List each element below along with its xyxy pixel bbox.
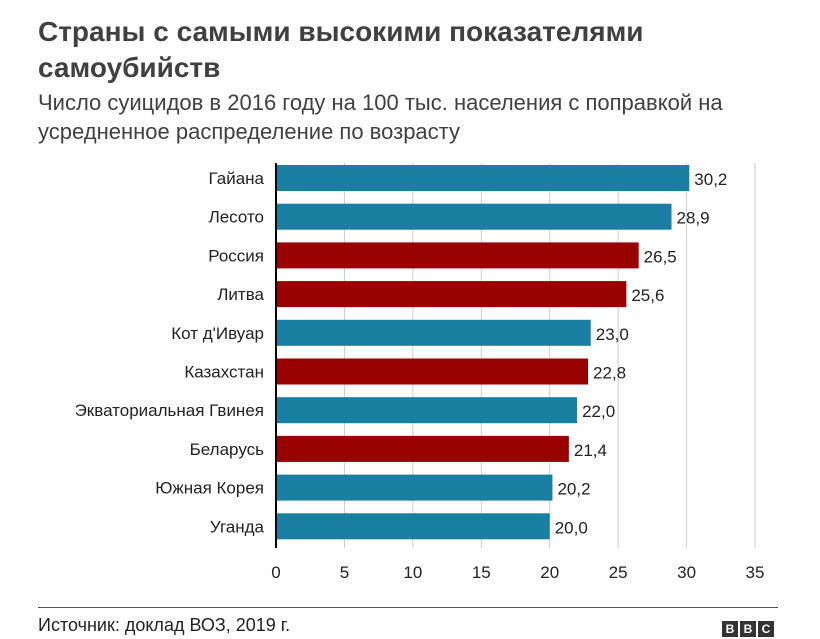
bar xyxy=(276,203,672,230)
x-tick-label: 20 xyxy=(540,563,559,582)
chart-title: Страны с самыми высокими показателями са… xyxy=(38,16,644,83)
category-label: Беларусь xyxy=(190,440,264,459)
category-label: Россия xyxy=(208,246,264,265)
footer-divider xyxy=(38,607,778,608)
bar xyxy=(276,435,569,462)
bar xyxy=(276,319,591,346)
bar xyxy=(276,242,639,269)
value-label: 20,0 xyxy=(555,518,588,537)
value-label: 22,8 xyxy=(593,364,626,383)
x-tick-label: 30 xyxy=(677,563,696,582)
logo-letter-b2: B xyxy=(740,621,756,637)
chart-subtitle: Число суицидов в 2016 году на 100 тыс. н… xyxy=(38,90,723,144)
category-label: Казахстан xyxy=(184,363,264,382)
x-tick-label: 0 xyxy=(271,563,280,582)
value-label: 21,4 xyxy=(574,441,607,460)
x-tick-label: 5 xyxy=(340,563,349,582)
bar-chart: 0 5 10 15 20 25 30 35 Гайана 30,2 Лесото 28,9 Россия… xyxy=(75,163,765,582)
category-label: Гайана xyxy=(209,169,265,188)
category-label: Уганда xyxy=(210,517,265,536)
value-label: 25,6 xyxy=(631,286,664,305)
bar xyxy=(276,165,690,191)
logo-letter-b1: B xyxy=(722,621,738,637)
category-label: Лесото xyxy=(209,208,264,227)
x-tick-label: 15 xyxy=(472,563,491,582)
category-label: Южная Корея xyxy=(155,479,264,498)
value-label: 22,0 xyxy=(582,402,615,421)
bar xyxy=(276,513,550,540)
bar xyxy=(276,474,553,501)
x-tick-label: 35 xyxy=(746,563,765,582)
bar xyxy=(276,281,627,308)
bar xyxy=(276,397,578,424)
labels: 0 5 10 15 20 25 30 35 Гайана 30,2 Лесото 28,9 Россия… xyxy=(75,169,765,582)
x-tick-label: 25 xyxy=(609,563,628,582)
bars xyxy=(276,165,690,540)
x-tick-label: 10 xyxy=(403,563,422,582)
value-label: 26,5 xyxy=(644,247,677,266)
value-label: 28,9 xyxy=(677,209,710,228)
value-label: 20,2 xyxy=(557,480,590,499)
bar xyxy=(276,358,589,385)
category-label: Кот д'Ивуар xyxy=(171,324,264,343)
source-note: Источник: доклад ВОЗ, 2019 г. xyxy=(38,615,291,635)
bbc-logo: B B C xyxy=(722,621,774,637)
category-label: Литва xyxy=(217,285,264,304)
logo-letter-c: C xyxy=(758,621,774,637)
value-label: 23,0 xyxy=(596,325,629,344)
value-label: 30,2 xyxy=(694,170,727,189)
category-label: Экваториальная Гвинея xyxy=(75,401,264,420)
